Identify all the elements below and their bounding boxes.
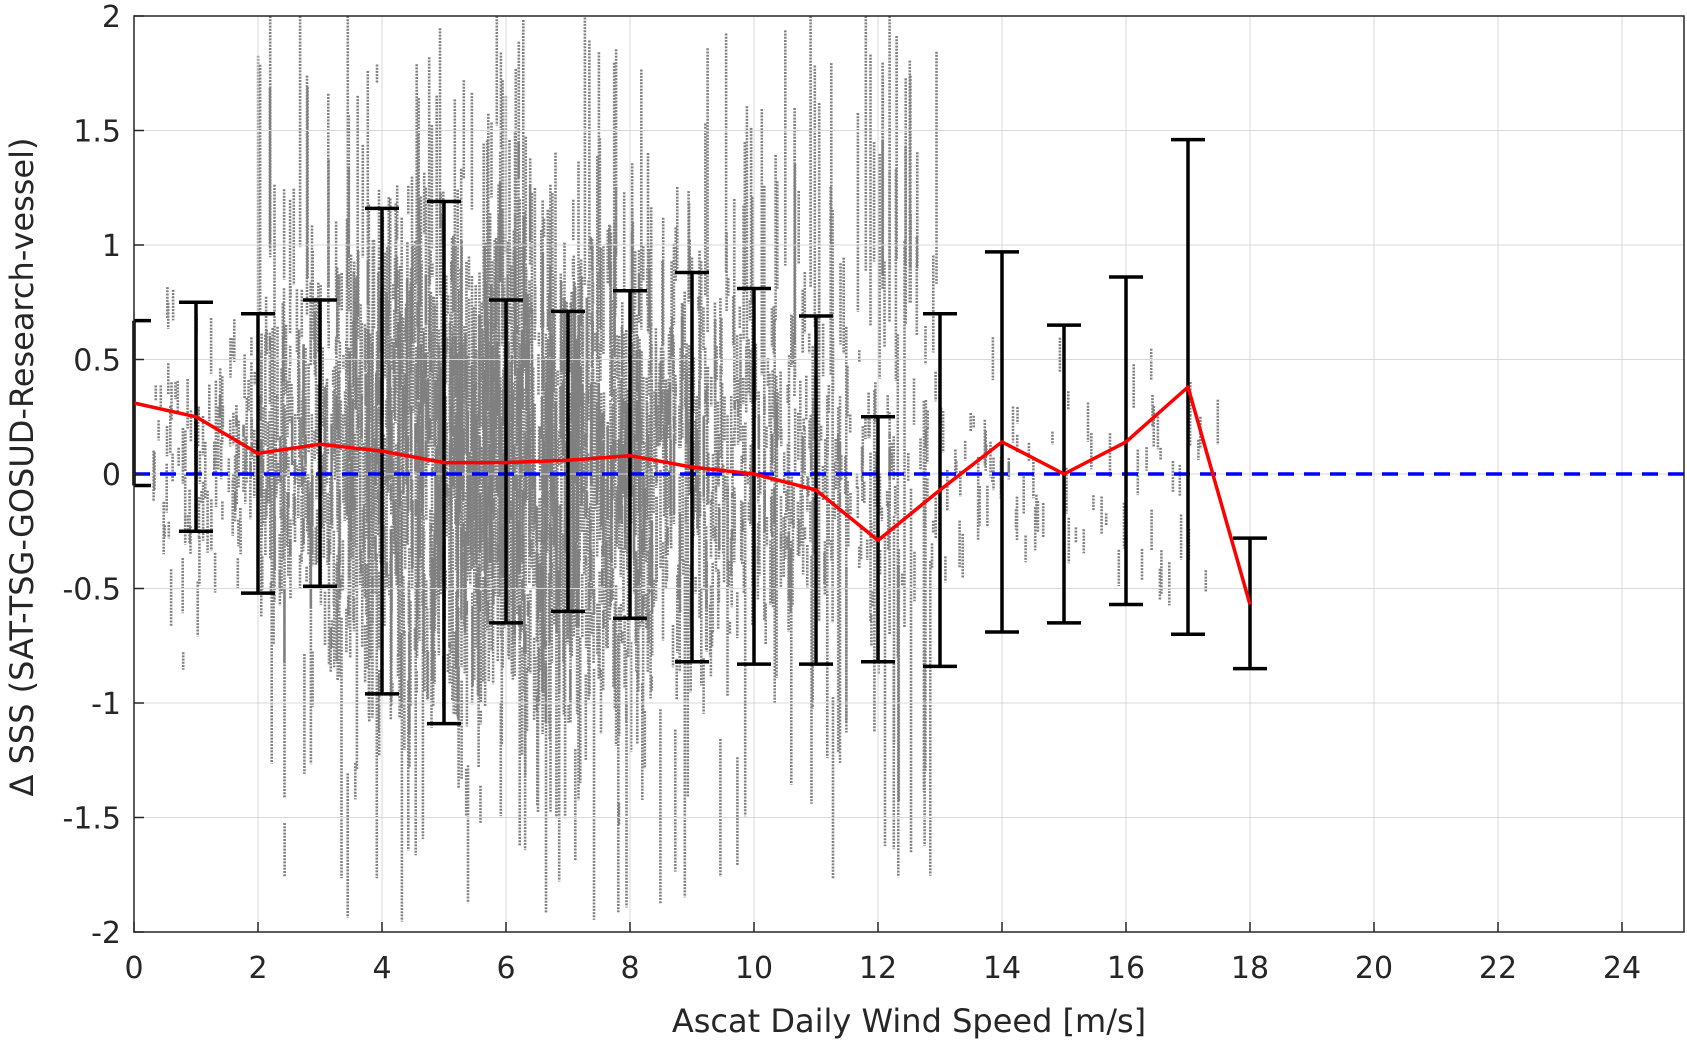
mean-line bbox=[133, 385, 1252, 605]
x-tick-label: 22 bbox=[1479, 951, 1517, 986]
x-tick-label: 2 bbox=[248, 951, 267, 986]
y-tick-label: -1.5 bbox=[62, 802, 121, 837]
mean-polyline bbox=[133, 385, 1252, 605]
y-tick-label: 1.5 bbox=[73, 115, 121, 150]
plot-frame bbox=[133, 15, 1685, 933]
y-tick-label: 1 bbox=[102, 229, 121, 264]
x-tick-label: 20 bbox=[1355, 951, 1393, 986]
x-tick-label: 24 bbox=[1603, 951, 1641, 986]
x-tick-label: 6 bbox=[496, 951, 515, 986]
x-tick-label: 10 bbox=[735, 951, 773, 986]
x-tick-label: 16 bbox=[1107, 951, 1145, 986]
y-tick-label: -2 bbox=[91, 916, 121, 951]
y-axis-label: Δ SSS (SAT-TSG-GOSUD-Research-vessel) bbox=[3, 138, 41, 797]
x-tick-label: 4 bbox=[372, 951, 391, 986]
x-axis-label: Ascat Daily Wind Speed [m/s] bbox=[672, 1002, 1146, 1039]
y-tick-label: -1 bbox=[91, 687, 121, 722]
x-tick-label: 14 bbox=[983, 951, 1021, 986]
x-tick-label: 0 bbox=[124, 951, 143, 986]
x-tick-label: 12 bbox=[859, 951, 897, 986]
error-bar bbox=[737, 286, 771, 666]
scatter-points bbox=[152, 16, 1220, 922]
y-tick-label: -0.5 bbox=[62, 573, 121, 608]
y-tick-labels: -2 -1.5 -1 -0.5 0 0.5 1 1.5 2 bbox=[62, 0, 121, 951]
scatter-cloud bbox=[152, 16, 1220, 922]
y-tick-label: 2 bbox=[102, 0, 121, 35]
x-tick-labels: 0 2 4 6 8 10 12 14 16 18 20 22 24 bbox=[124, 951, 1641, 986]
y-tick-label: 0.5 bbox=[73, 344, 121, 379]
y-tick-label: 0 bbox=[102, 458, 121, 493]
x-tick-label: 8 bbox=[620, 951, 639, 986]
x-tick-label: 18 bbox=[1231, 951, 1269, 986]
